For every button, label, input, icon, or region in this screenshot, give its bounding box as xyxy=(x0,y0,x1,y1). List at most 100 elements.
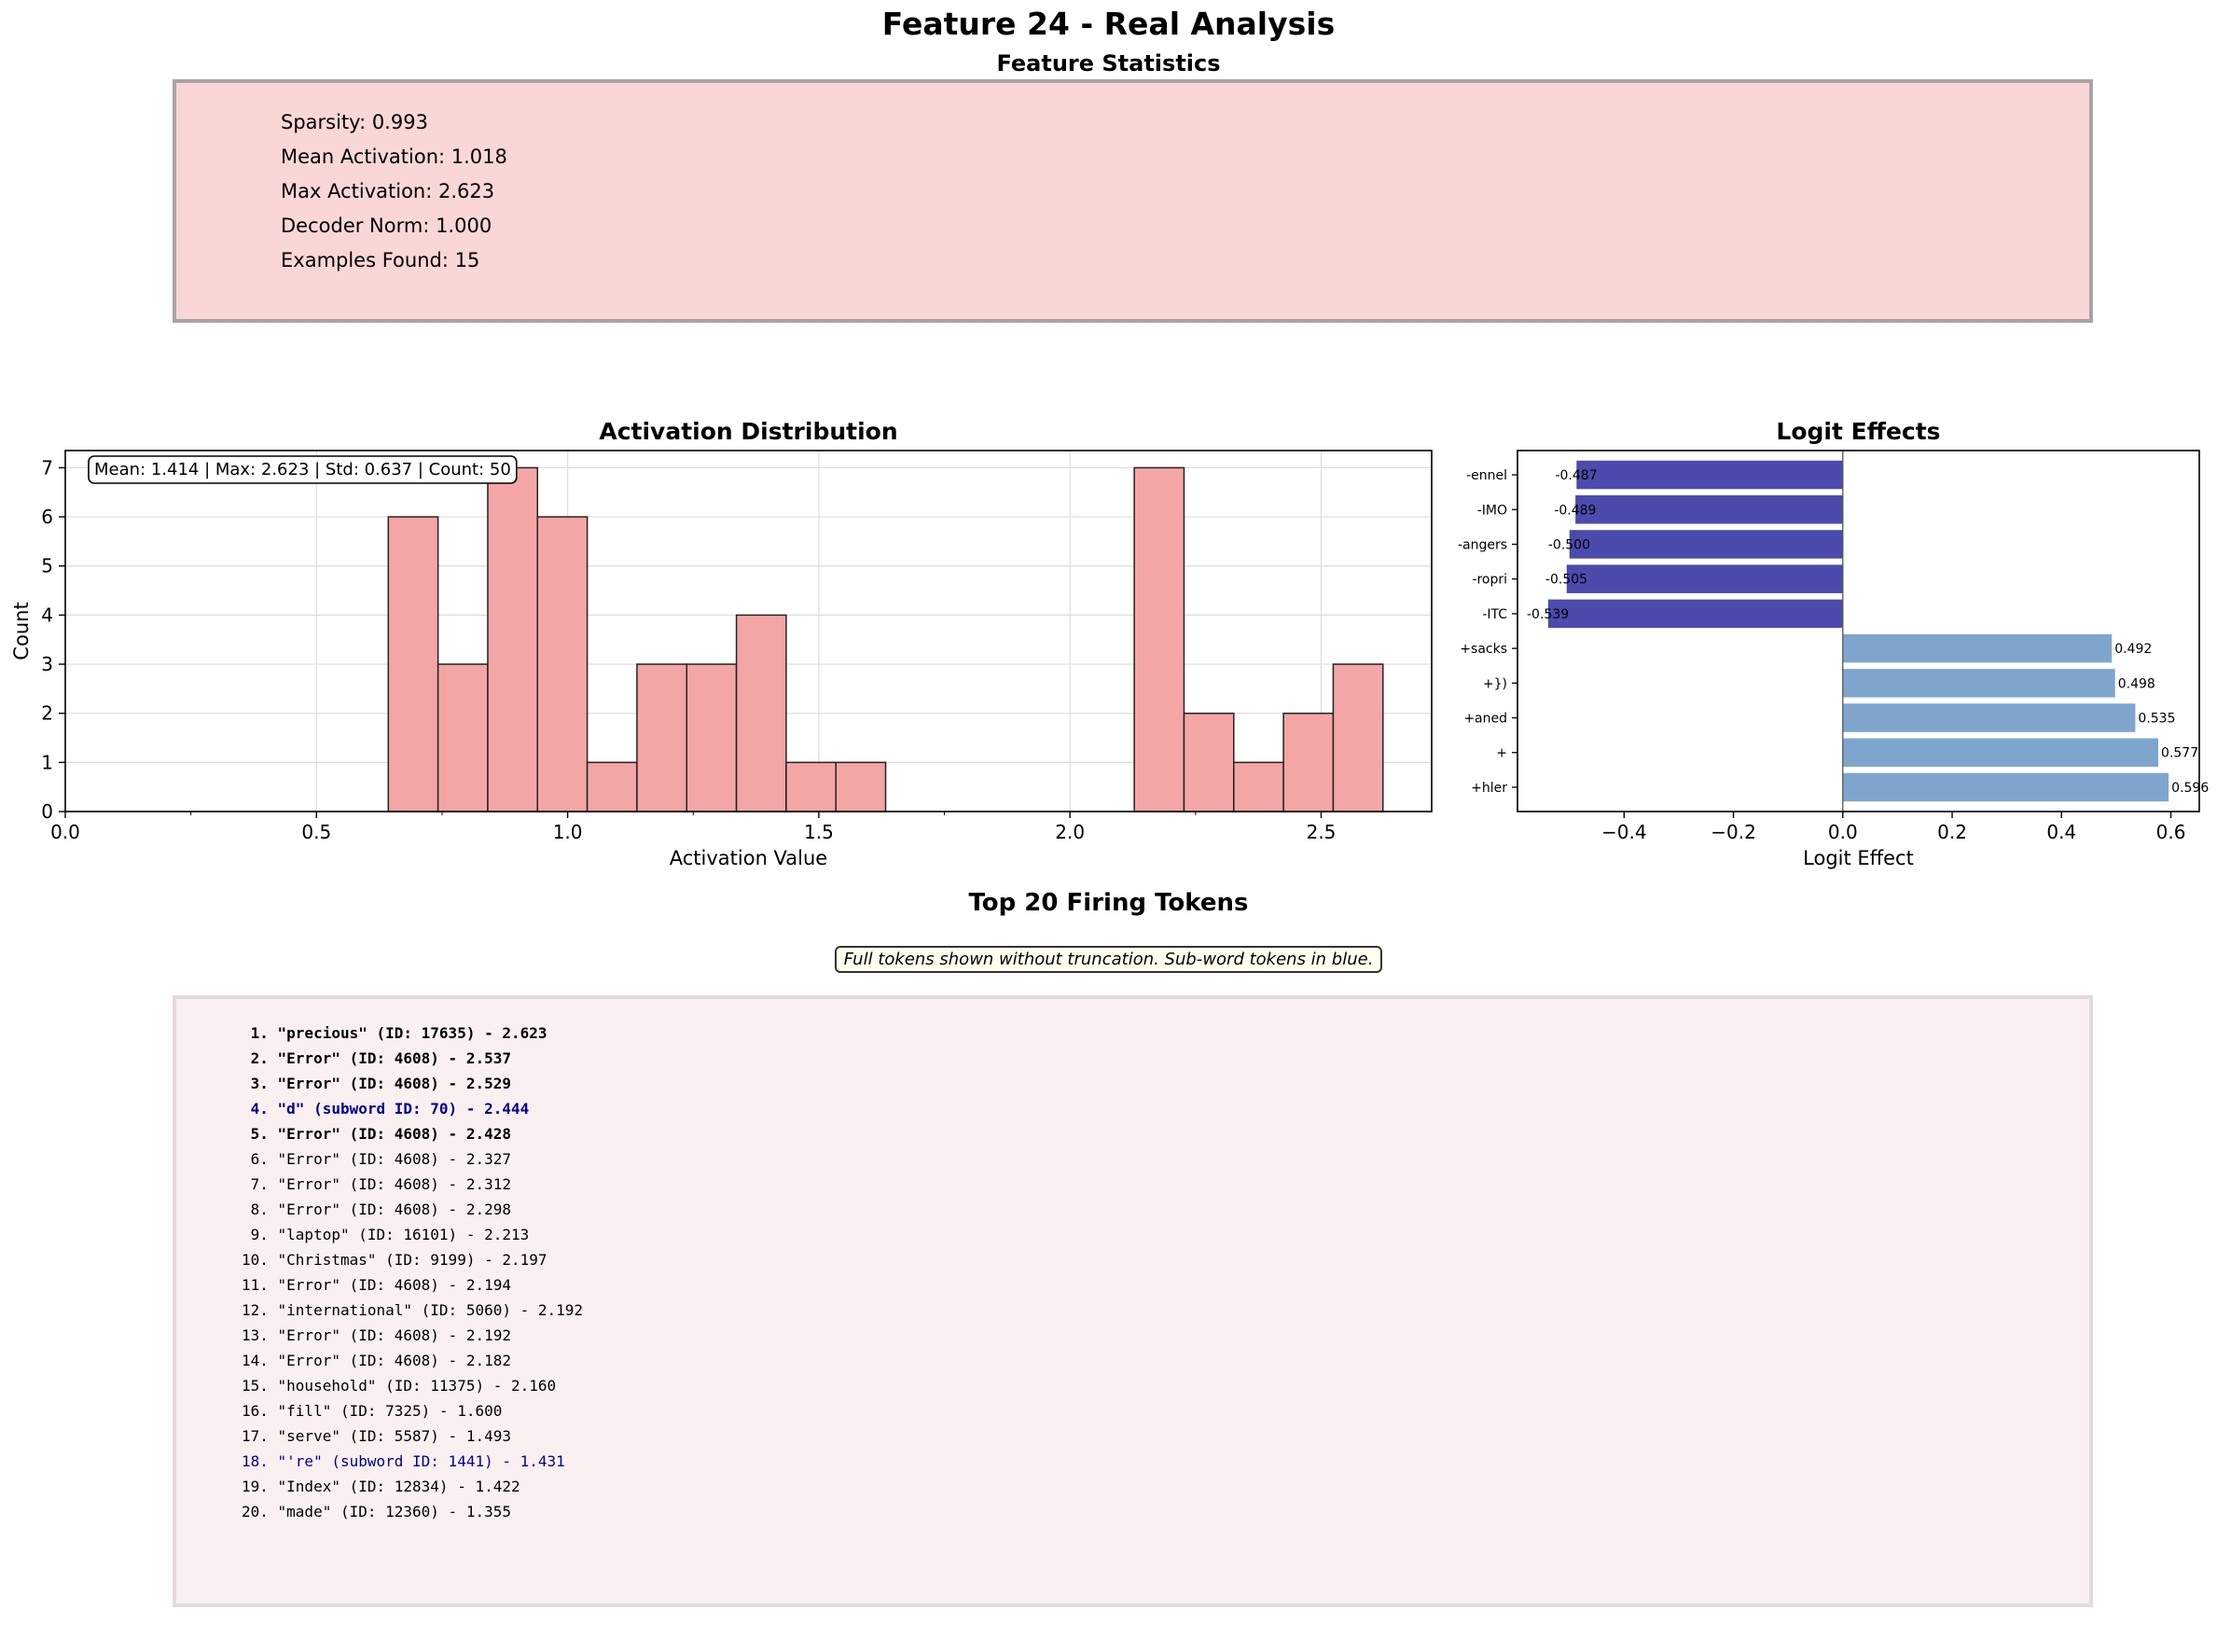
stat-examples-found: Examples Found: 15 xyxy=(281,249,480,271)
hist-bar xyxy=(636,663,688,812)
token-list-item: 2. "Error" (ID: 4608) - 2.537 xyxy=(242,1049,511,1067)
hist-y-tick-label: 7 xyxy=(41,456,53,479)
page-title: Feature 24 - Real Analysis xyxy=(881,6,1336,42)
tokens-title: Top 20 Firing Tokens xyxy=(968,889,1249,917)
token-list-item: 6. "Error" (ID: 4608) - 2.327 xyxy=(242,1150,511,1168)
logit-bar xyxy=(1842,669,2115,698)
hist-axes-frame xyxy=(64,450,1433,812)
logit-y-tick-label: +hler xyxy=(1471,781,1507,796)
hist-y-axis-label: Count xyxy=(10,602,33,659)
hist-bar xyxy=(1183,712,1235,812)
token-list-item: 18. "'re" (subword ID: 1441) - 1.431 xyxy=(242,1452,565,1470)
logit-y-tick-label: + xyxy=(1496,746,1507,761)
token-list-item: 14. "Error" (ID: 4608) - 2.182 xyxy=(242,1352,511,1369)
hist-y-tick-label: 3 xyxy=(41,653,53,675)
stat-decoder-norm: Decoder Norm: 1.000 xyxy=(281,215,492,237)
tokens-note-wrapper: Full tokens shown without truncation. Su… xyxy=(0,946,2217,973)
logit-value-label: 0.535 xyxy=(2138,712,2175,727)
hist-title: Activation Distribution xyxy=(599,418,897,445)
logit-bar xyxy=(1566,564,1843,593)
logit-bar xyxy=(1576,460,1843,490)
logit-bar xyxy=(1842,772,2169,802)
logit-x-tick-label: 0.4 xyxy=(2046,821,2076,843)
hist-bar xyxy=(436,663,489,812)
tokens-list: 1. "precious" (ID: 17635) - 2.623 2. "Er… xyxy=(242,1024,583,1528)
hist-x-axis-label: Activation Value xyxy=(670,847,827,869)
logit-x-tick-label: −0.4 xyxy=(1601,821,1647,843)
tokens-panel: 1. "precious" (ID: 17635) - 2.623 2. "Er… xyxy=(173,995,2093,1607)
token-list-item: 13. "Error" (ID: 4608) - 2.192 xyxy=(242,1326,511,1344)
hist-bar xyxy=(487,466,539,812)
logit-x-tick-label: −0.2 xyxy=(1711,821,1756,843)
stats-panel: Sparsity: 0.993 Mean Activation: 1.018 M… xyxy=(173,79,2093,323)
hist-y-tick-label: 2 xyxy=(41,702,53,725)
logit-value-label: -0.539 xyxy=(1527,607,1569,622)
hist-bar xyxy=(1233,761,1284,812)
logit-y-tick-label: -ennel xyxy=(1466,468,1507,483)
hist-y-tick-label: 0 xyxy=(41,800,53,823)
logit-title: Logit Effects xyxy=(1776,418,1940,445)
token-list-item: 15. "household" (ID: 11375) - 2.160 xyxy=(242,1377,557,1395)
token-list-item: 16. "fill" (ID: 7325) - 1.600 xyxy=(242,1402,503,1420)
logit-value-label: -0.487 xyxy=(1555,468,1597,483)
hist-bar xyxy=(686,663,738,812)
tokens-note: Full tokens shown without truncation. Su… xyxy=(834,946,1383,973)
hist-annotation-box xyxy=(88,455,518,484)
hist-x-tick-label: 0.5 xyxy=(301,821,331,843)
token-list-item: 9. "laptop" (ID: 16101) - 2.213 xyxy=(242,1226,530,1243)
token-list-item: 7. "Error" (ID: 4608) - 2.312 xyxy=(242,1175,511,1193)
hist-bar xyxy=(1133,466,1185,812)
logit-axes-frame xyxy=(1517,450,2200,812)
hist-annotation-text: Mean: 1.414 | Max: 2.623 | Std: 0.637 | … xyxy=(94,460,511,479)
logit-bar xyxy=(1842,633,2113,663)
token-list-item: 20. "made" (ID: 12360) - 1.355 xyxy=(242,1503,511,1520)
hist-x-tick-label: 0.0 xyxy=(50,821,80,843)
hist-bar xyxy=(735,614,787,812)
hist-bar xyxy=(1332,663,1384,812)
token-list-item: 3. "Error" (ID: 4608) - 2.529 xyxy=(242,1075,511,1092)
hist-y-tick-label: 1 xyxy=(41,751,53,773)
hist-x-tick-label: 2.0 xyxy=(1055,821,1085,843)
token-list-item: 4. "d" (subword ID: 70) - 2.444 xyxy=(242,1100,530,1118)
logit-y-tick-label: -ropri xyxy=(1472,573,1507,588)
logit-bar xyxy=(1575,495,1843,524)
logit-y-tick-label: -IMO xyxy=(1477,503,1507,518)
token-list-item: 19. "Index" (ID: 12834) - 1.422 xyxy=(242,1478,520,1495)
logit-x-tick-label: 0.2 xyxy=(1937,821,1967,843)
hist-y-tick-label: 4 xyxy=(41,604,53,626)
logit-value-label: 0.577 xyxy=(2161,746,2198,761)
hist-x-tick-label: 1.0 xyxy=(553,821,583,843)
logit-x-tick-label: 0.6 xyxy=(2156,821,2186,843)
logit-y-tick-label: -ITC xyxy=(1482,607,1507,622)
token-list-item: 10. "Christmas" (ID: 9199) - 2.197 xyxy=(242,1251,547,1269)
stat-sparsity: Sparsity: 0.993 xyxy=(281,111,428,133)
hist-x-tick-label: 2.5 xyxy=(1307,821,1337,843)
logit-value-label: 0.498 xyxy=(2118,676,2155,691)
logit-effects-chart: Logit Effects -0.487 -0.489 -0.500 -0.505 -0.… xyxy=(1458,418,2209,869)
hist-x-tick-label: 1.5 xyxy=(804,821,834,843)
logit-y-tick-label: +}) xyxy=(1483,676,1507,691)
token-list-item: 8. "Error" (ID: 4608) - 2.298 xyxy=(242,1201,511,1218)
hist-bar xyxy=(835,761,887,812)
logit-bar xyxy=(1547,599,1843,629)
logit-bar xyxy=(1569,530,1843,559)
hist-bar xyxy=(536,516,589,812)
stat-mean-activation: Mean Activation: 1.018 xyxy=(281,146,507,168)
logit-bar xyxy=(1842,738,2159,767)
token-list-item: 17. "serve" (ID: 5587) - 1.493 xyxy=(242,1427,511,1445)
hist-y-tick-label: 6 xyxy=(41,506,53,528)
logit-y-tick-label: +aned xyxy=(1463,712,1507,727)
hist-annotation: Mean: 1.414 | Max: 2.623 | Std: 0.637 | … xyxy=(88,455,518,484)
stat-max-activation: Max Activation: 2.623 xyxy=(281,180,495,202)
hist-bar xyxy=(586,761,638,812)
logit-y-tick-label: +sacks xyxy=(1460,642,1507,657)
hist-bar xyxy=(1282,712,1335,812)
token-list-item: 12. "international" (ID: 5060) - 2.192 xyxy=(242,1301,584,1319)
token-list-item: 5. "Error" (ID: 4608) - 2.428 xyxy=(242,1125,511,1143)
logit-x-axis-label: Logit Effect xyxy=(1803,847,1914,869)
logit-bar xyxy=(1842,703,2136,732)
activation-distribution-chart: Activation Distribution 0.0 0.5 1.0 1.5 2.0 2.… xyxy=(10,418,1433,869)
logit-x-tick-label: 0.0 xyxy=(1828,821,1858,843)
token-list-item: 11. "Error" (ID: 4608) - 2.194 xyxy=(242,1276,511,1294)
logit-value-label: 0.596 xyxy=(2171,781,2209,796)
